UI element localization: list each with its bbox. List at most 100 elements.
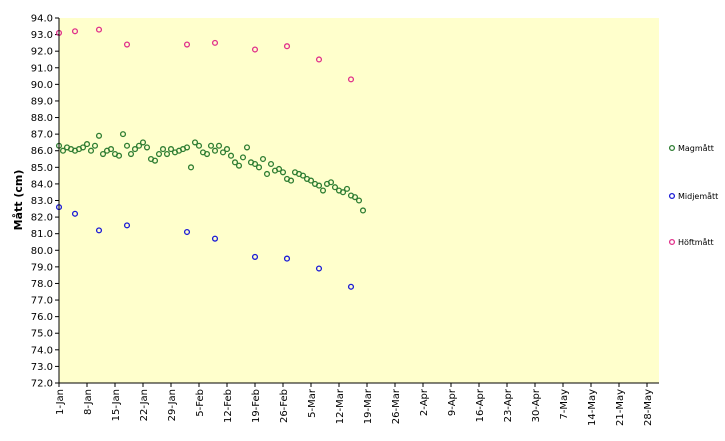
- point-series-2: [71, 210, 79, 217]
- point-series-1: [203, 150, 211, 158]
- point-series-1: [119, 131, 127, 138]
- x-tick-label: 22-Jan: [139, 389, 150, 421]
- point-series-1: [279, 169, 287, 176]
- x-tick-label: 15-Jan: [111, 389, 122, 421]
- point-series-1: [159, 146, 167, 153]
- y-tick-label: 84.0: [31, 179, 53, 190]
- x-tick-label: 29-Jan: [167, 389, 178, 421]
- y-tick-label: 79.0: [31, 262, 53, 273]
- legend-label: Midjemått: [678, 191, 718, 201]
- plot-area: [59, 18, 659, 383]
- y-tick-label: 93.0: [31, 30, 53, 41]
- point-series-1: [167, 146, 175, 153]
- point-series-3: [123, 41, 131, 48]
- y-tick-label: 73.0: [31, 362, 53, 373]
- y-tick-label: 85.0: [31, 163, 53, 174]
- point-series-3: [211, 39, 219, 46]
- point-series-1: [243, 144, 251, 151]
- point-series-1: [99, 150, 107, 158]
- legend-label: Höftmått: [678, 237, 714, 247]
- x-tick-label: 26-Feb: [279, 389, 290, 423]
- y-tick-label: 90.0: [31, 80, 53, 91]
- legend-marker: [668, 192, 676, 200]
- point-series-1: [135, 142, 143, 149]
- y-tick-label: 88.0: [31, 113, 53, 124]
- point-series-3: [347, 76, 355, 83]
- y-tick-label: 92.0: [31, 47, 53, 58]
- point-series-1: [151, 157, 159, 164]
- point-series-1: [231, 159, 239, 166]
- y-tick-label: 82.0: [31, 213, 53, 224]
- x-tick-label: 21-May: [615, 389, 626, 426]
- x-tick-label: 30-Apr: [531, 388, 542, 422]
- x-tick-label: 19-Mar: [363, 388, 374, 424]
- point-series-1: [127, 150, 135, 158]
- x-tick-label: 9-Apr: [447, 388, 458, 416]
- point-series-1: [307, 177, 315, 184]
- point-series-3: [251, 46, 259, 53]
- legend-marker: [668, 238, 676, 246]
- point-series-1: [251, 160, 259, 168]
- x-tick-label: 5-Mar: [307, 388, 318, 418]
- point-series-2: [347, 283, 355, 290]
- point-series-1: [215, 142, 223, 149]
- x-tick-label: 12-Mar: [335, 388, 346, 424]
- y-tick-label: 80.0: [31, 246, 53, 257]
- point-series-1: [263, 170, 271, 178]
- point-series-1: [275, 165, 283, 173]
- point-series-1: [219, 149, 227, 156]
- point-series-1: [255, 164, 263, 171]
- point-series-1: [115, 152, 123, 159]
- x-tick-label: 7-May: [559, 389, 570, 420]
- y-tick-label: 81.0: [31, 229, 53, 240]
- point-series-3: [315, 56, 323, 63]
- x-tick-label: 23-Apr: [503, 388, 514, 422]
- point-series-1: [239, 154, 247, 161]
- x-tick-label: 2-Apr: [419, 388, 430, 416]
- point-series-1: [143, 144, 151, 151]
- point-series-1: [343, 185, 351, 192]
- point-series-3: [71, 28, 79, 35]
- point-series-3: [95, 26, 103, 33]
- point-series-1: [139, 139, 147, 146]
- y-tick-label: 72.0: [31, 379, 53, 390]
- point-series-1: [187, 164, 195, 171]
- x-tick-label: 1-Jan: [55, 389, 66, 415]
- point-series-1: [79, 144, 87, 151]
- point-series-1: [191, 139, 199, 146]
- point-series-2: [211, 235, 219, 242]
- point-series-1: [83, 141, 91, 148]
- point-series-1: [59, 147, 67, 154]
- point-series-1: [211, 147, 219, 154]
- point-series-1: [91, 142, 99, 149]
- point-series-1: [287, 177, 295, 184]
- y-tick-label: 91.0: [31, 63, 53, 74]
- y-tick-label: 83.0: [31, 196, 53, 207]
- y-tick-label: 74.0: [31, 345, 53, 356]
- y-tick-label: 86.0: [31, 146, 53, 157]
- x-tick-label: 8-Jan: [83, 389, 94, 415]
- point-series-1: [207, 142, 215, 149]
- point-series-1: [351, 194, 359, 201]
- point-series-2: [315, 265, 323, 272]
- point-series-1: [163, 150, 171, 158]
- x-tick-label: 28-May: [643, 389, 654, 426]
- point-series-1: [87, 147, 95, 154]
- point-series-2: [95, 227, 103, 234]
- y-tick-label: 75.0: [31, 329, 53, 340]
- point-series-1: [123, 142, 131, 149]
- point-series-1: [331, 184, 339, 191]
- y-tick-label: 78.0: [31, 279, 53, 290]
- point-series-1: [327, 179, 335, 186]
- point-series-1: [299, 172, 307, 179]
- y-tick-label: 94.0: [31, 14, 53, 25]
- y-tick-label: 77.0: [31, 296, 53, 307]
- legend-marker: [668, 144, 676, 152]
- point-series-1: [195, 142, 203, 149]
- x-tick-label: 5-Feb: [195, 389, 206, 417]
- point-series-1: [339, 189, 347, 196]
- point-series-3: [283, 43, 291, 50]
- legend-label: Magmått: [678, 143, 714, 153]
- point-series-1: [315, 182, 323, 189]
